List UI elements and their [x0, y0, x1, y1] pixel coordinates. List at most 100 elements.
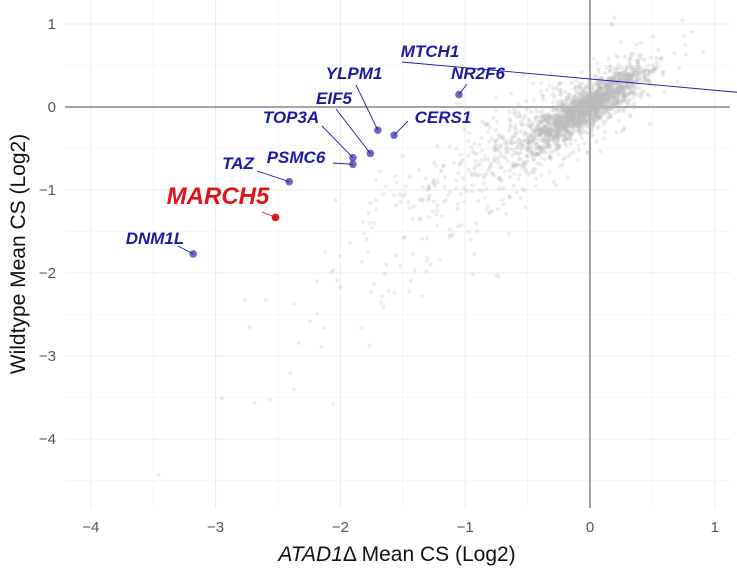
- background-point: [621, 96, 626, 101]
- background-point: [587, 113, 592, 118]
- background-point: [509, 164, 514, 169]
- background-point: [602, 92, 607, 97]
- background-point: [578, 113, 583, 118]
- background-point: [391, 193, 397, 198]
- background-point: [371, 282, 377, 287]
- background-point: [587, 104, 592, 109]
- background-point: [621, 93, 626, 98]
- background-point: [623, 98, 628, 103]
- background-point: [607, 81, 612, 86]
- background-point: [585, 115, 590, 120]
- background-point: [588, 98, 593, 103]
- background-point: [624, 72, 629, 77]
- background-point: [590, 93, 595, 98]
- background-point: [585, 104, 590, 109]
- background-point: [563, 128, 569, 133]
- background-point: [631, 89, 636, 94]
- background-point: [549, 149, 554, 155]
- background-point: [681, 33, 686, 39]
- background-point: [555, 116, 561, 121]
- background-point: [559, 101, 565, 106]
- background-point: [603, 96, 608, 101]
- background-point: [562, 155, 568, 160]
- background-point: [547, 128, 552, 133]
- background-point: [591, 104, 596, 109]
- background-point: [600, 119, 605, 124]
- background-point: [563, 136, 568, 141]
- background-point: [511, 147, 516, 152]
- background-point: [585, 131, 591, 136]
- background-point: [599, 99, 604, 104]
- background-point: [618, 70, 623, 75]
- background-point: [394, 203, 399, 208]
- background-point: [583, 129, 588, 134]
- background-point: [563, 122, 568, 127]
- background-point: [537, 110, 543, 115]
- background-point: [592, 106, 597, 112]
- background-point: [494, 147, 499, 152]
- background-point: [337, 254, 342, 259]
- background-point: [587, 109, 592, 114]
- background-point: [585, 93, 590, 98]
- background-point: [634, 77, 639, 82]
- background-point: [631, 84, 636, 89]
- background-point: [571, 115, 577, 120]
- background-point: [588, 100, 594, 105]
- background-point: [537, 125, 542, 131]
- background-point: [597, 99, 602, 104]
- background-point: [592, 120, 597, 125]
- background-point: [626, 77, 631, 82]
- background-point: [508, 118, 513, 123]
- background-point: [626, 72, 631, 77]
- y-axis-ticks: 10−1−2−3−4: [39, 16, 56, 448]
- background-point: [604, 94, 609, 99]
- background-point: [605, 91, 611, 96]
- background-point: [619, 83, 625, 88]
- background-point: [571, 96, 576, 101]
- background-point: [609, 80, 614, 85]
- background-point: [563, 103, 568, 108]
- background-point: [603, 100, 608, 105]
- background-point: [500, 134, 505, 139]
- background-point: [590, 127, 595, 133]
- background-point: [558, 117, 563, 122]
- background-point: [619, 65, 624, 71]
- background-point: [568, 106, 573, 111]
- background-point: [558, 121, 564, 126]
- background-point: [485, 157, 491, 162]
- background-point: [597, 114, 602, 120]
- background-point: [569, 118, 574, 123]
- background-point: [411, 204, 416, 209]
- background-point: [534, 124, 540, 129]
- background-point: [596, 66, 601, 71]
- background-point: [598, 103, 603, 108]
- background-point: [594, 91, 599, 96]
- background-point: [584, 109, 589, 114]
- background-point: [592, 97, 597, 102]
- background-point: [578, 93, 583, 98]
- background-point: [587, 106, 593, 111]
- background-point: [542, 113, 547, 118]
- background-point: [617, 86, 622, 91]
- background-point: [566, 129, 571, 134]
- background-point: [484, 122, 490, 127]
- background-point: [521, 139, 527, 144]
- background-point: [458, 152, 463, 157]
- background-point: [554, 120, 559, 125]
- background-point: [578, 101, 583, 106]
- background-point: [615, 98, 620, 103]
- background-point: [542, 132, 548, 137]
- background-point: [591, 119, 596, 124]
- background-point: [595, 111, 600, 116]
- background-point: [608, 21, 614, 26]
- background-point: [623, 99, 628, 104]
- background-point: [589, 120, 594, 125]
- background-point: [571, 111, 576, 116]
- background-point: [516, 110, 521, 115]
- background-point: [572, 100, 578, 105]
- background-point: [523, 205, 528, 210]
- background-point: [610, 91, 615, 96]
- background-point: [539, 127, 544, 133]
- background-point: [611, 94, 617, 100]
- background-point: [407, 174, 412, 179]
